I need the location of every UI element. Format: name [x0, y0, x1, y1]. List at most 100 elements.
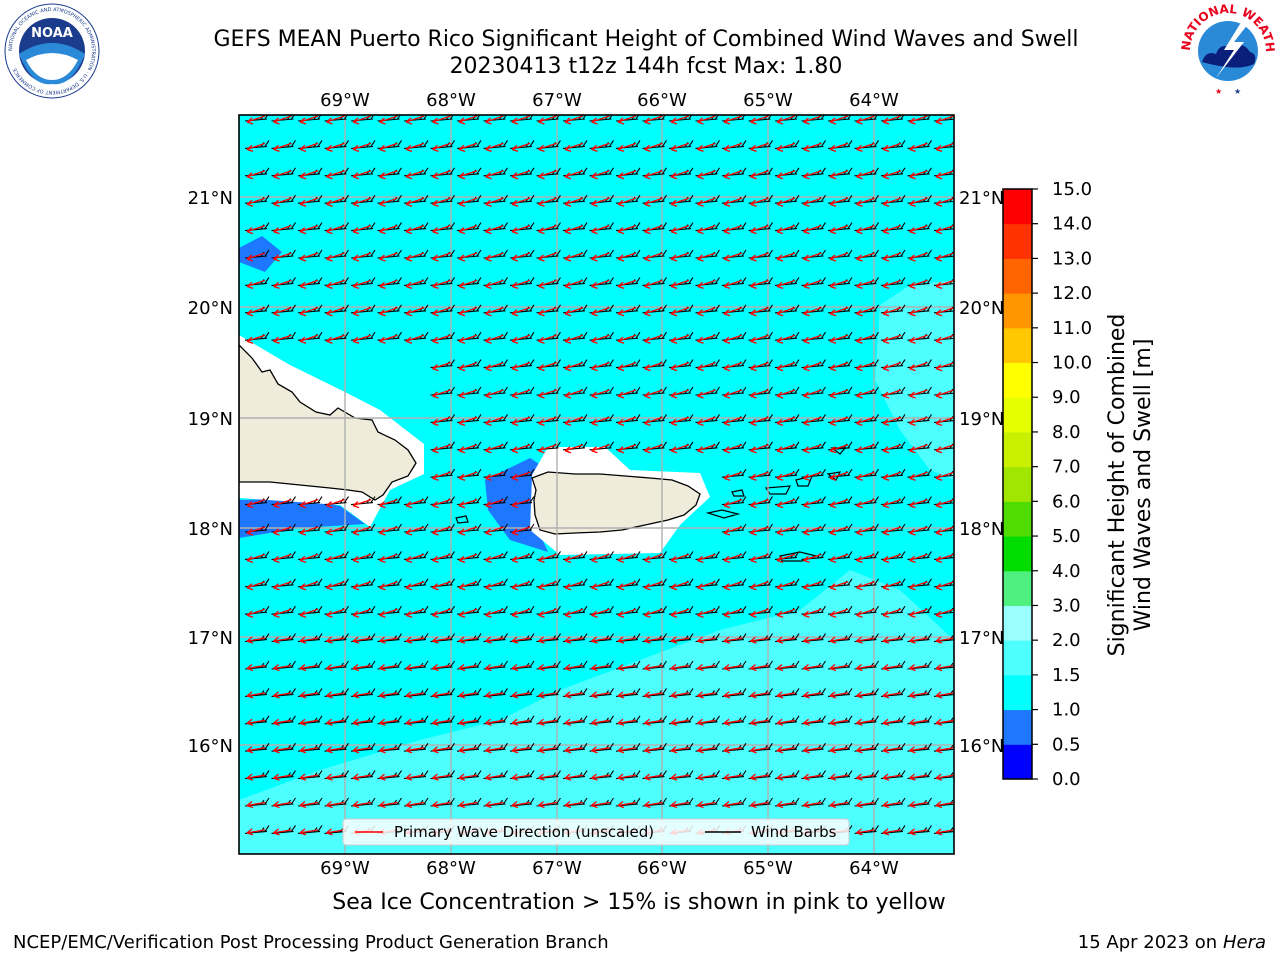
wave-direction-arrow [829, 773, 849, 781]
vector-cell [880, 386, 906, 399]
wave-direction-arrow [882, 224, 902, 235]
wave-direction-arrow [935, 279, 954, 290]
vector-cell [827, 115, 852, 125]
wave-direction-arrow [538, 361, 557, 372]
vector-cell [774, 222, 800, 235]
vector-cell [668, 770, 694, 781]
wave-direction-arrow [511, 691, 531, 699]
vector-cell [430, 797, 455, 809]
wave-direction-arrow [511, 197, 531, 207]
lat-label-left: 19°N [188, 409, 233, 430]
colorbar-tick-label: 11.0 [1052, 318, 1092, 339]
wave-direction-arrow [617, 170, 637, 180]
vector-cell [244, 222, 270, 235]
vector-cell [377, 742, 402, 754]
vector-cell [456, 551, 482, 564]
wave-direction-arrow [829, 252, 849, 262]
vector-cell [880, 825, 906, 836]
wave-direction-arrow [723, 471, 743, 481]
vector-cell [509, 167, 535, 180]
wave-direction-arrow [750, 444, 769, 454]
vector-cell [509, 660, 535, 672]
wave-direction-arrow [591, 800, 610, 809]
wave-direction-arrow [909, 361, 928, 372]
vector-cell [430, 551, 455, 564]
wave-direction-arrow [458, 115, 478, 125]
vector-cell [880, 715, 906, 726]
vector-cell [377, 660, 402, 672]
vector-cell [721, 770, 747, 781]
wave-direction-arrow [909, 498, 928, 509]
wave-direction-arrow [856, 444, 875, 454]
vector-cell [774, 194, 800, 207]
vector-cell [483, 578, 508, 591]
wave-direction-arrow [405, 170, 425, 180]
wave-direction-arrow [591, 197, 610, 207]
wave-direction-arrow [856, 471, 875, 481]
wave-direction-arrow [511, 389, 531, 399]
wave-direction-arrow [776, 307, 796, 317]
wave-direction-arrow [273, 773, 292, 781]
vector-cell [907, 742, 932, 754]
vector-cell [933, 470, 954, 481]
vector-cell [721, 468, 747, 481]
vector-cell [509, 194, 535, 207]
lon-label-top: 64°W [849, 90, 899, 111]
wave-direction-arrow [644, 334, 663, 344]
vector-cell [642, 359, 667, 372]
wave-direction-arrow [564, 307, 584, 317]
vector-cell [324, 742, 349, 754]
vector-cell [854, 386, 879, 399]
wave-direction-arrow [511, 663, 531, 672]
wave-direction-arrow [882, 307, 902, 317]
wave-direction-arrow [776, 526, 796, 536]
vector-cell [562, 331, 588, 344]
wave-direction-arrow [697, 416, 716, 427]
wave-direction-arrow [882, 416, 902, 427]
wave-direction-arrow [273, 828, 292, 836]
wave-direction-arrow [352, 691, 372, 699]
wave-direction-arrow [909, 800, 928, 809]
wave-direction-arrow [697, 224, 716, 235]
vector-cell [748, 359, 773, 372]
wave-direction-arrow [273, 334, 292, 344]
vector-cell [933, 744, 954, 754]
vector-cell [880, 167, 906, 180]
vector-cell [562, 633, 588, 644]
wave-direction-arrow [882, 581, 902, 591]
wave-direction-arrow [538, 224, 557, 235]
wave-direction-arrow [670, 115, 690, 125]
vector-cell [377, 140, 402, 153]
vector-cell [774, 386, 800, 399]
wave-direction-arrow [935, 581, 954, 591]
vector-cell [509, 605, 535, 618]
wave-direction-arrow [511, 553, 531, 564]
vector-cell [297, 115, 322, 125]
vector-cell [642, 331, 667, 344]
wave-direction-arrow [273, 608, 292, 618]
vector-cell [324, 633, 349, 644]
vector-cell [801, 441, 826, 454]
wave-direction-arrow [856, 663, 875, 672]
wave-direction-arrow [273, 498, 292, 509]
vector-cell [748, 304, 773, 317]
vector-cell [774, 523, 800, 536]
vector-cell [668, 605, 694, 618]
wave-direction-arrow [273, 636, 292, 644]
vector-cell [509, 249, 535, 262]
vector-cell [827, 194, 853, 207]
wave-direction-arrow [882, 115, 902, 125]
vector-cell [880, 115, 905, 125]
wave-direction-arrow [882, 828, 902, 836]
wave-direction-arrow [591, 170, 610, 180]
wave-direction-arrow [538, 553, 557, 564]
vector-cell [854, 496, 879, 509]
wave-direction-arrow [458, 608, 478, 618]
wave-direction-arrow [352, 663, 372, 672]
wave-direction-arrow [617, 718, 637, 726]
vector-cell [430, 660, 455, 672]
vector-cell [615, 359, 641, 372]
wave-direction-arrow [485, 471, 504, 481]
vector-cell [774, 167, 800, 180]
wave-direction-arrow [803, 553, 822, 564]
